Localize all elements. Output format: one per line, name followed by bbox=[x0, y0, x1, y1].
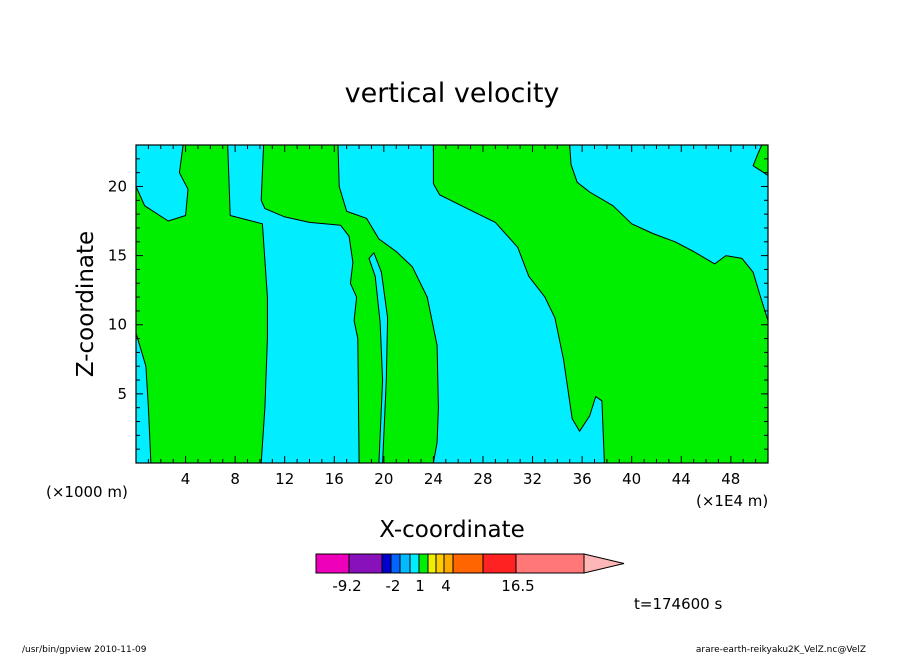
chart-title: vertical velocity bbox=[345, 78, 560, 109]
x-unit-right: (×1E4 m) bbox=[696, 492, 768, 510]
colorbar-swatch bbox=[399, 553, 411, 574]
x-tick-label: 12 bbox=[275, 470, 294, 488]
x-ticks: 4 8 12 16 20 24 28 32 36 40 44 48 bbox=[147, 145, 757, 488]
colorbar-swatch bbox=[435, 553, 445, 574]
footer-right: arare-earth-reikyaku2K_VelZ.nc@VelZ bbox=[696, 645, 866, 654]
contour-region-negative-1 bbox=[227, 144, 360, 464]
y-tick-label: 5 bbox=[117, 385, 127, 403]
colorbar-swatch bbox=[315, 553, 350, 574]
x-tick-label: 8 bbox=[230, 470, 240, 488]
colorbar-swatch bbox=[482, 553, 517, 574]
colorbar-swatch bbox=[390, 553, 401, 574]
contour-region-negative-2 bbox=[337, 144, 605, 464]
footer-left: /usr/bin/gpview 2010-11-09 bbox=[22, 645, 147, 654]
x-tick-label: 4 bbox=[181, 470, 191, 488]
colorbar-swatch bbox=[381, 553, 392, 574]
plot-area bbox=[135, 144, 769, 464]
x-tick-label: 48 bbox=[721, 470, 740, 488]
colorbar-swatch bbox=[348, 553, 383, 574]
x-tick-label: 28 bbox=[473, 470, 492, 488]
colorbar-label: 16.5 bbox=[501, 577, 534, 595]
colorbar-swatch bbox=[409, 553, 420, 574]
contour-region-negative-0 bbox=[135, 144, 189, 222]
x-tick-label: 32 bbox=[523, 470, 542, 488]
x-tick-label: 44 bbox=[672, 470, 691, 488]
colorbar-label: -9.2 bbox=[332, 577, 361, 595]
colorbar-label: -2 bbox=[386, 577, 401, 595]
x-axis-title: X-coordinate bbox=[379, 517, 525, 543]
colorbar-arrow bbox=[583, 553, 625, 574]
plot-frame bbox=[135, 144, 769, 464]
time-label: t=174600 s bbox=[634, 595, 722, 613]
colorbar-swatch bbox=[515, 553, 585, 574]
x-tick-label: 40 bbox=[622, 470, 641, 488]
x-tick-label: 20 bbox=[374, 470, 393, 488]
colorbar-label: 4 bbox=[441, 577, 451, 595]
colorbar: -9.2 -2 1 4 16.5 bbox=[315, 553, 625, 595]
colorbar-swatch bbox=[427, 553, 437, 574]
colorbar-label: 1 bbox=[415, 577, 425, 595]
contour-region-negative-4 bbox=[569, 144, 769, 322]
x-tick-label: 24 bbox=[424, 470, 443, 488]
y-tick-label: 20 bbox=[108, 177, 127, 195]
x-tick-label: 36 bbox=[573, 470, 592, 488]
y-tick-label: 10 bbox=[108, 316, 127, 334]
y-tick-label: 15 bbox=[108, 247, 127, 265]
y-ticks: 5 10 15 20 bbox=[108, 158, 768, 450]
colorbar-swatch bbox=[452, 553, 484, 574]
colorbar-swatch bbox=[443, 553, 454, 574]
colorbar-swatch bbox=[418, 553, 429, 574]
x-unit-left: (×1000 m) bbox=[46, 483, 128, 501]
x-tick-label: 16 bbox=[325, 470, 344, 488]
y-axis-title: Z-coordinate bbox=[73, 231, 99, 377]
